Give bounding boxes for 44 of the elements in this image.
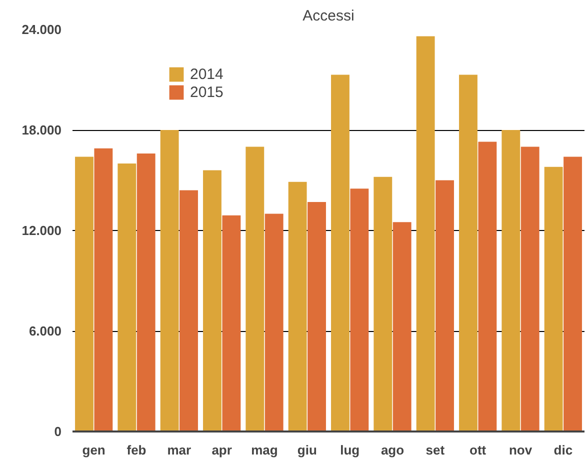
x-tick-label: ago [380, 442, 404, 458]
bar [94, 148, 113, 432]
bar [264, 214, 284, 432]
bar [564, 156, 582, 432]
x-tick-label: set [426, 442, 446, 458]
bar [246, 146, 264, 432]
x-tick-label: ott [470, 442, 487, 458]
bar [544, 166, 563, 432]
y-tick-label: 6.000 [28, 324, 62, 338]
bar [459, 74, 478, 432]
bar [374, 176, 392, 432]
bar [331, 74, 350, 432]
bar [520, 146, 540, 432]
bar [308, 202, 326, 432]
x-tick-label: feb [126, 442, 146, 458]
bar [436, 180, 454, 432]
bar [288, 182, 307, 432]
bar [416, 36, 435, 432]
bar [392, 222, 412, 432]
x-tick-label: mag [251, 442, 278, 458]
bar [350, 188, 369, 432]
bar [136, 153, 156, 432]
bar [478, 142, 497, 432]
x-tick-label: gen [82, 442, 106, 458]
bar [118, 164, 136, 432]
bar [222, 215, 241, 432]
x-tick-label: mar [167, 442, 192, 458]
x-tick-label: nov [508, 442, 533, 458]
y-tick-label: 0 [54, 424, 62, 439]
x-tick-label: giu [297, 442, 317, 458]
x-tick-label: apr [212, 442, 232, 458]
bar [75, 156, 94, 432]
chart-title: Accessi [302, 8, 354, 24]
bar [160, 130, 179, 432]
y-tick-label: 18.000 [22, 122, 62, 138]
legend-label: 2014 [190, 65, 224, 83]
legend-label: 2015 [190, 83, 224, 101]
x-tick-label: dic [554, 442, 573, 458]
bar [180, 190, 198, 432]
y-tick-label: 12.000 [22, 223, 62, 238]
y-tick-label: 24.000 [22, 22, 62, 37]
x-tick-label: lug [340, 442, 360, 458]
bar [203, 170, 222, 432]
bar [502, 130, 520, 432]
